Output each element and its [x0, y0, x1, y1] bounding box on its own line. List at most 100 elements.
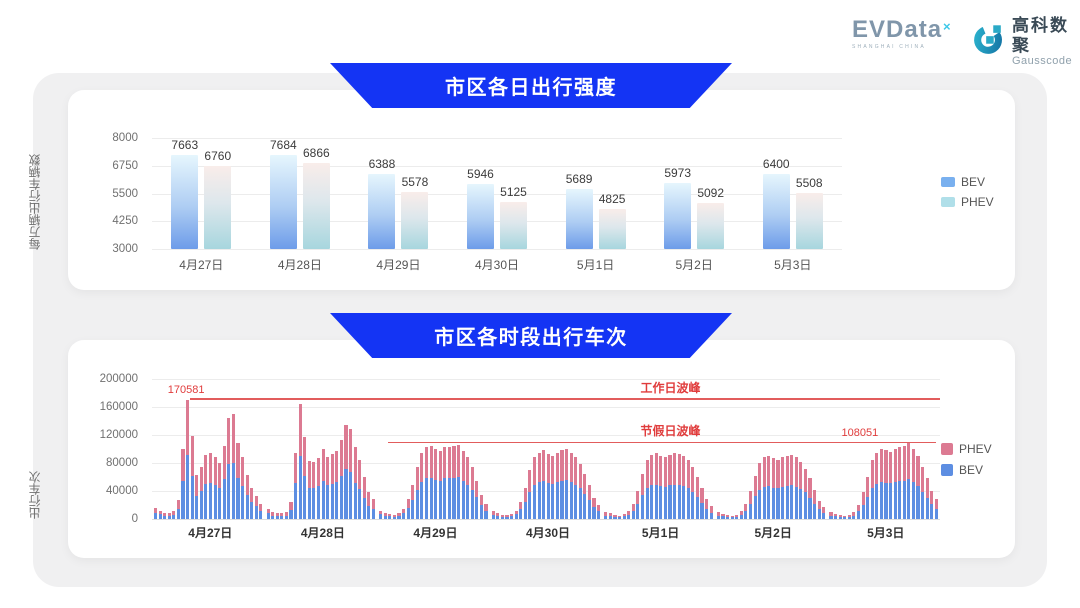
hour-bar: [406, 499, 410, 519]
phev-segment: [208, 452, 213, 483]
phev-segment: [528, 470, 532, 492]
phev-segment: [618, 515, 622, 517]
phev-segment: [532, 457, 537, 485]
bev-segment: [569, 481, 573, 519]
hour-bar: [560, 450, 564, 519]
phev-segment: [411, 485, 415, 501]
day-group: 5月3日: [827, 379, 940, 540]
phev-segment: [204, 454, 208, 484]
phev-segment: [275, 513, 279, 517]
phev-segment: [461, 451, 465, 482]
phev-segment: [213, 457, 217, 486]
phev-segment: [578, 464, 582, 489]
bar-value-label: 6760: [204, 148, 232, 163]
bev-segment: [762, 486, 766, 519]
phev-bar: [598, 208, 626, 249]
hour-bar: [861, 492, 865, 519]
x-axis-label: 5月2日: [675, 258, 713, 272]
phev-segment: [158, 510, 162, 515]
gridline: [152, 165, 842, 167]
hour-bar: [266, 509, 270, 519]
hour-bar: [776, 459, 780, 519]
bev-segment: [829, 515, 833, 519]
hour-bar: [392, 514, 396, 519]
bev-segment: [583, 493, 587, 519]
chart2-legend-item-bev[interactable]: BEV: [941, 463, 992, 477]
bev-segment: [307, 487, 311, 519]
bev-bar: [171, 155, 199, 249]
hour-bar: [443, 446, 447, 519]
hour-bar: [236, 443, 240, 519]
bev-segment: [686, 488, 690, 519]
hour-bar: [167, 513, 171, 519]
hour-bar: [925, 478, 929, 519]
phev-bar: [302, 163, 330, 249]
bev-segment: [564, 479, 569, 519]
chart1-legend-item-phev[interactable]: PHEV: [941, 195, 994, 209]
y-tick-label: 40000: [106, 485, 138, 497]
bev-segment: [650, 485, 654, 519]
hour-bar: [866, 477, 870, 519]
hour-bar: [510, 514, 514, 519]
phev-segment: [856, 505, 861, 512]
bar-value-label: 6866: [303, 146, 330, 161]
chart1-title: 市区各日出行强度: [445, 77, 617, 99]
bev-segment: [709, 512, 713, 519]
phev-segment: [560, 450, 564, 481]
daily-intensity-chart-card: 每万辆出行车辆数 8000 6750 5500 4250 3000 7663 6760 4月…: [28, 90, 1015, 290]
bev-segment: [213, 485, 217, 519]
phev-segment: [254, 495, 258, 507]
bev-bar-wrap: 6388: [368, 138, 396, 249]
hour-bar: [921, 466, 925, 519]
phev-segment: [870, 459, 874, 488]
phev-segment: [817, 500, 821, 510]
phev-bar: [795, 193, 823, 249]
bev-segment: [339, 475, 343, 519]
hour-bar: [289, 502, 293, 519]
bev-segment: [195, 495, 199, 519]
hour-bar: [748, 491, 753, 519]
bev-segment: [312, 488, 316, 519]
phev-segment: [537, 452, 541, 482]
bev-segment: [447, 478, 451, 519]
bev-segment: [358, 488, 362, 519]
phev-legend-swatch: [941, 443, 953, 455]
hour-bar: [163, 512, 167, 519]
phev-segment: [762, 457, 766, 487]
bev-segment: [470, 489, 474, 519]
hour-bar: [222, 445, 226, 519]
day-group: 5月2日: [715, 379, 828, 540]
phev-segment: [686, 459, 690, 489]
phev-segment: [771, 458, 775, 488]
phev-segment: [622, 514, 626, 517]
holiday-peak-line: [388, 441, 937, 444]
chart2-legend-item-phev[interactable]: PHEV: [941, 442, 992, 456]
bev-segment: [744, 510, 748, 519]
bev-segment: [406, 507, 410, 519]
hour-bar: [767, 456, 771, 519]
bev-segment: [916, 486, 920, 519]
hour-bar: [785, 456, 789, 519]
holiday-peak-value: 108051: [841, 427, 879, 440]
phev-bar-wrap: 6760: [204, 138, 232, 249]
phev-segment: [326, 457, 330, 486]
bev-segment: [204, 484, 208, 519]
bev-segment: [608, 516, 612, 519]
hour-bar: [608, 513, 612, 519]
bev-segment: [443, 478, 447, 519]
bev-segment: [771, 487, 775, 519]
phev-segment: [303, 437, 307, 476]
phev-segment: [321, 449, 325, 482]
chart2-legend: PHEV BEV: [941, 442, 992, 477]
hour-bar: [730, 515, 734, 519]
phev-segment: [424, 446, 429, 479]
phev-segment: [271, 512, 275, 516]
hour-bar: [176, 500, 180, 519]
phev-segment: [546, 453, 550, 483]
phev-segment: [794, 457, 798, 487]
phev-segment: [888, 451, 893, 484]
bar-value-label: 5125: [500, 184, 527, 199]
phev-bar: [697, 202, 725, 249]
chart1-legend-item-bev[interactable]: BEV: [941, 175, 994, 189]
bev-bar-wrap: 6400: [762, 138, 790, 249]
